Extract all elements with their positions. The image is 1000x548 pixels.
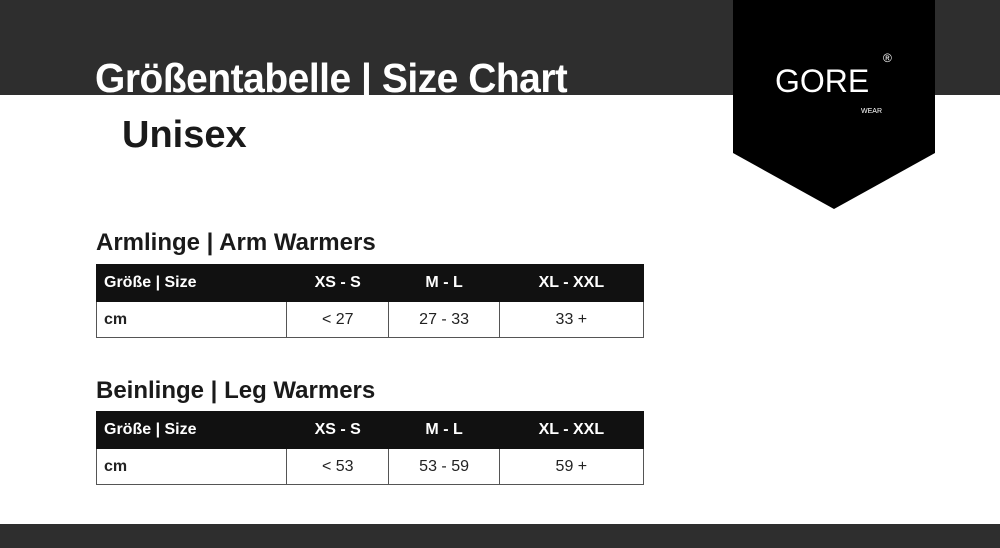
cell: 53 - 59 bbox=[388, 448, 500, 485]
leg-warmers-table: Größe | Size XS - S M - L XL - XXL cm < … bbox=[96, 411, 645, 485]
cell: cm bbox=[96, 448, 287, 485]
cell: 27 - 33 bbox=[388, 301, 500, 338]
footer-band bbox=[0, 524, 1000, 548]
header-cell: M - L bbox=[388, 411, 500, 449]
header-cell: M - L bbox=[388, 264, 500, 302]
table-row: cm < 53 53 - 59 59 + bbox=[96, 448, 645, 485]
section-title-leg-warmers: Beinlinge | Leg Warmers bbox=[96, 377, 376, 404]
logo-sub: WEAR bbox=[861, 108, 882, 115]
table-header-row: Größe | Size XS - S M - L XL - XXL bbox=[96, 264, 645, 302]
table-row: cm < 27 27 - 33 33 + bbox=[96, 301, 645, 338]
header-cell: XS - S bbox=[285, 411, 390, 449]
header-cell: XL - XXL bbox=[498, 264, 645, 302]
cell: < 27 bbox=[285, 301, 390, 338]
cell: cm bbox=[96, 301, 287, 338]
arm-warmers-table: Größe | Size XS - S M - L XL - XXL cm < … bbox=[96, 264, 645, 338]
header-cell: XL - XXL bbox=[498, 411, 645, 449]
section-title-arm-warmers: Armlinge | Arm Warmers bbox=[96, 229, 376, 256]
cell: 59 + bbox=[498, 448, 645, 485]
gore-wear-logo: GORE ® WEAR bbox=[733, 0, 935, 209]
header-cell: Größe | Size bbox=[96, 411, 287, 449]
cell: < 53 bbox=[285, 448, 390, 485]
table-header-row: Größe | Size XS - S M - L XL - XXL bbox=[96, 411, 645, 449]
page-subtitle: Unisex bbox=[122, 114, 247, 156]
page-title: Größentabelle | Size Chart bbox=[95, 56, 568, 96]
header-cell: Größe | Size bbox=[96, 264, 287, 302]
logo-registered: ® bbox=[883, 51, 892, 65]
cell: 33 + bbox=[498, 301, 645, 338]
header-cell: XS - S bbox=[285, 264, 390, 302]
logo-brand: GORE bbox=[775, 63, 869, 99]
